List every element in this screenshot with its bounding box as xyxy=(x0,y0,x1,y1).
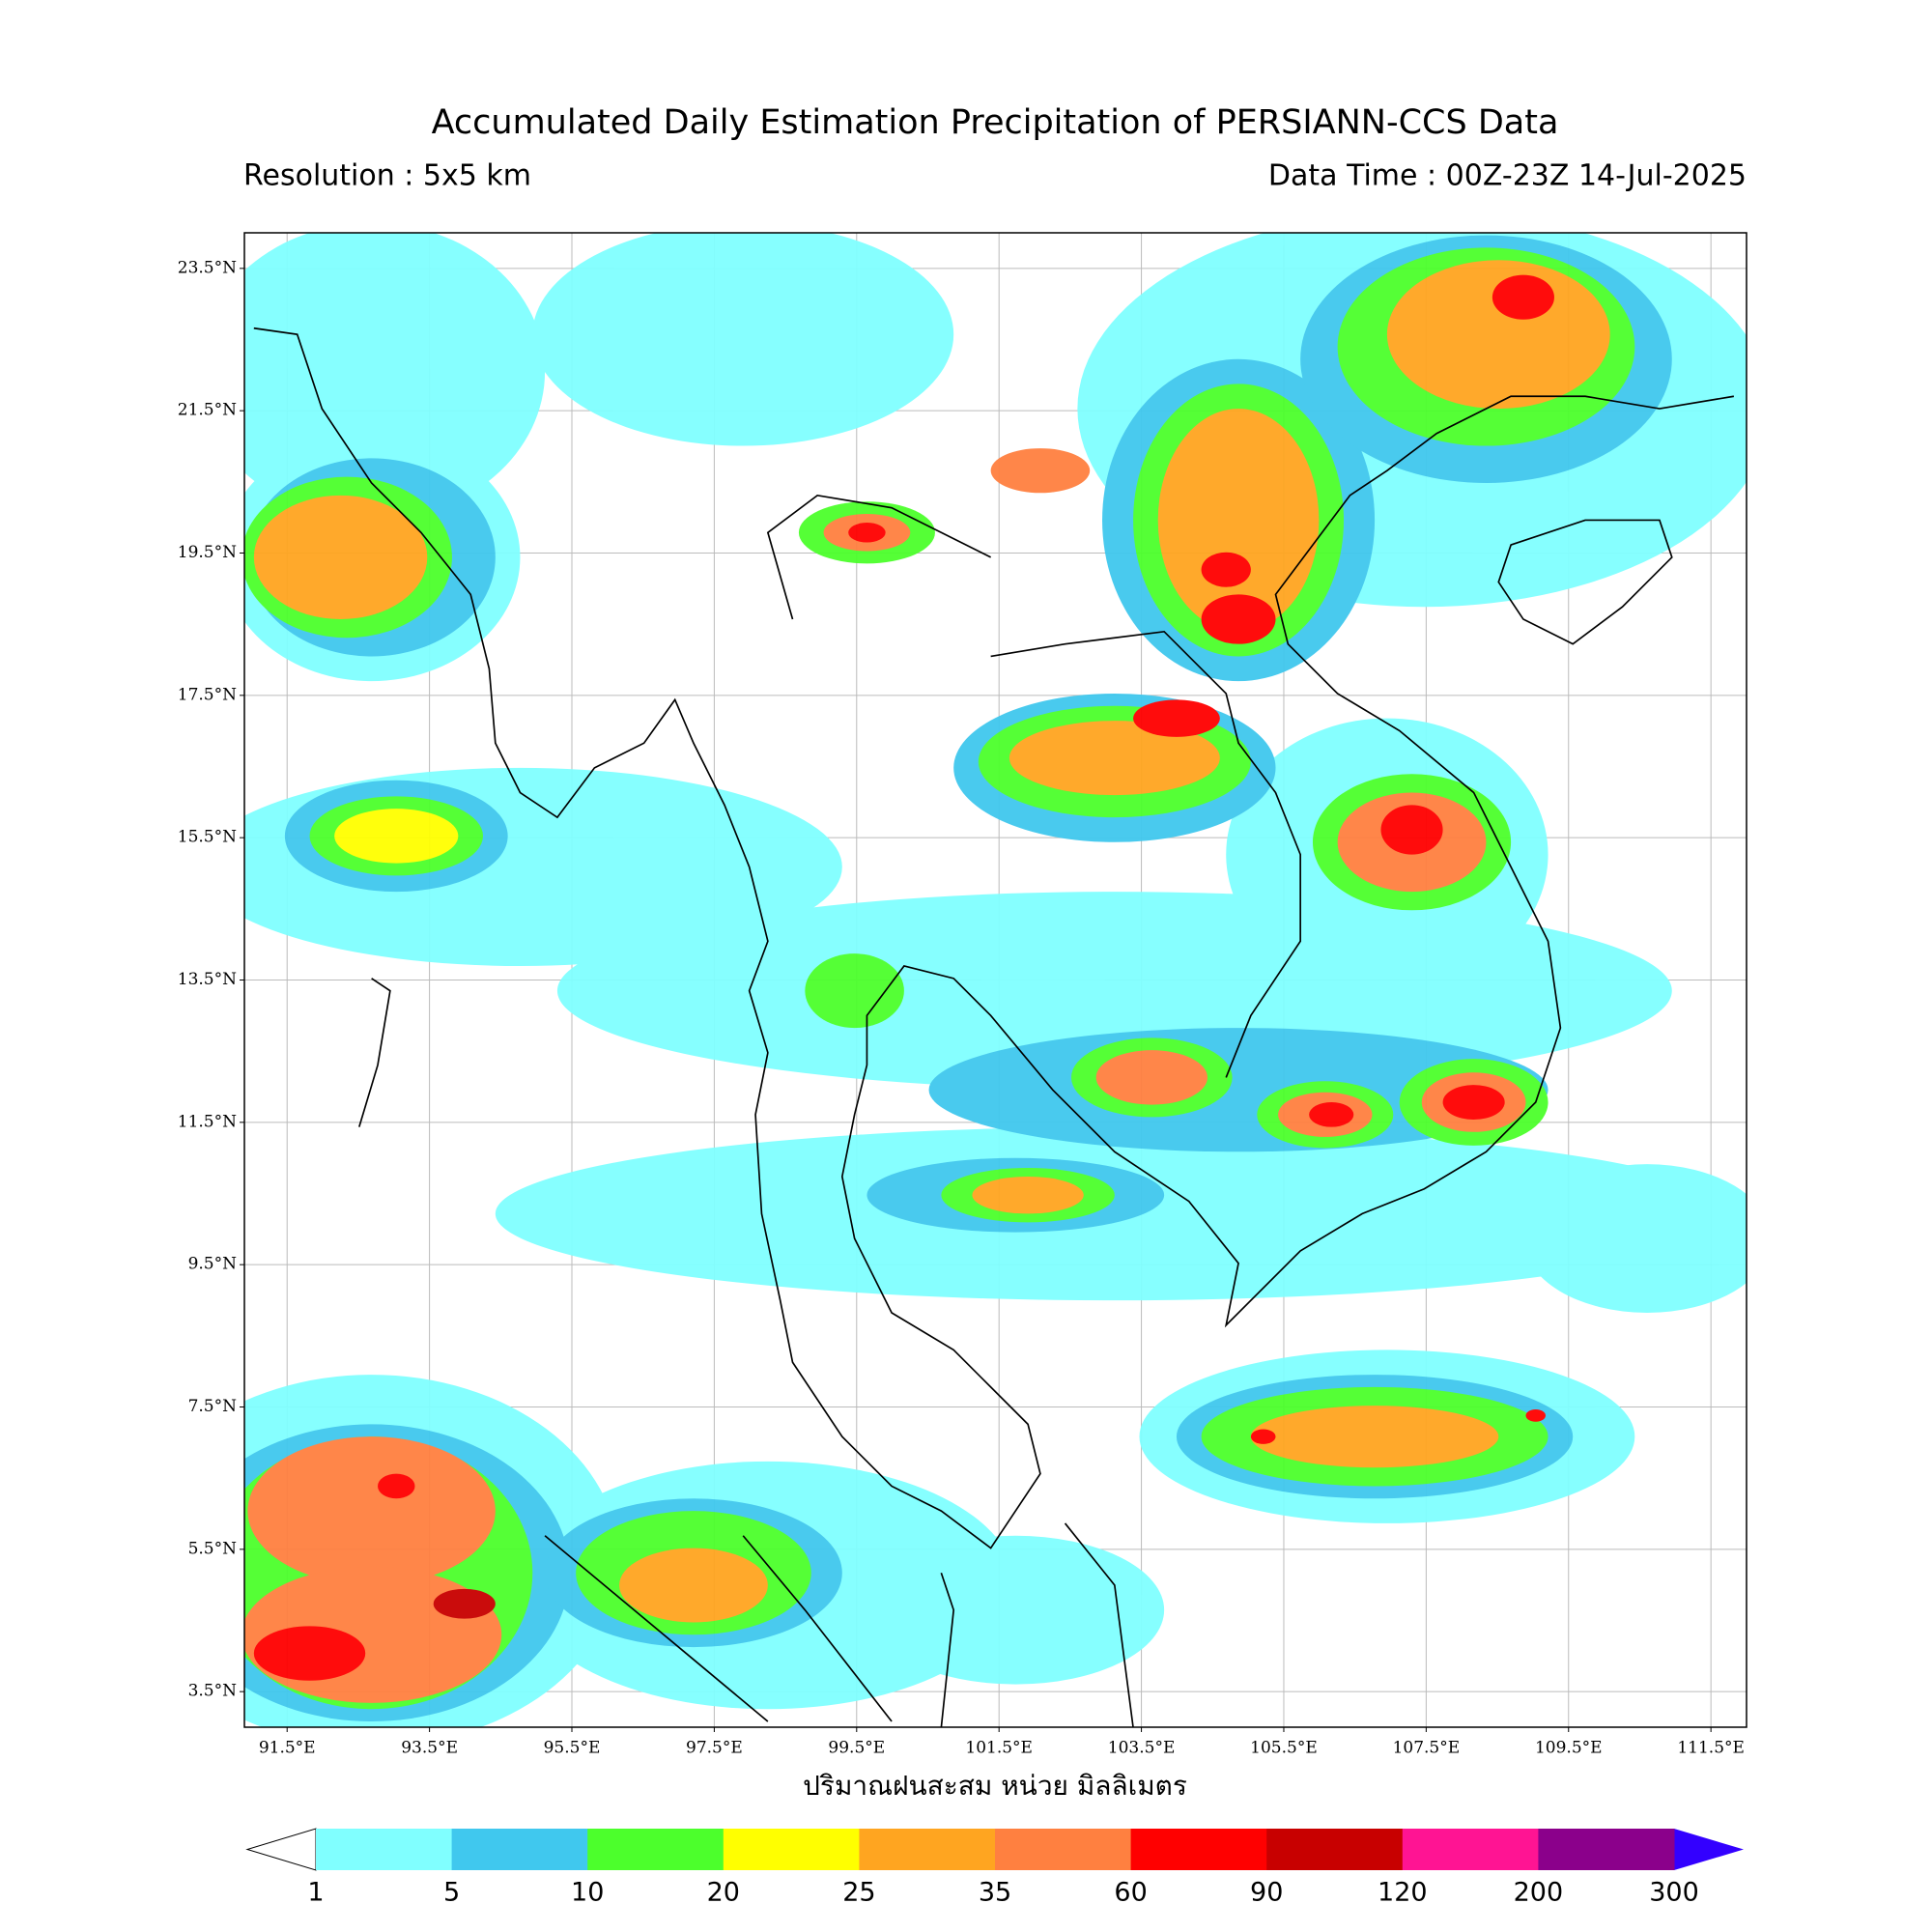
colorbar-segment xyxy=(1130,1829,1267,1870)
x-tick-label: 107.5°E xyxy=(1393,1739,1461,1758)
x-tick-label: 103.5°E xyxy=(1108,1739,1176,1758)
colorbar-label: 1 xyxy=(307,1878,324,1908)
x-tick-label: 99.5°E xyxy=(828,1739,885,1758)
ticks: 23.5°N 21.5°N 19.5°N 17.5°N 15.5°N 13.5°N 11.5… xyxy=(178,258,1745,1757)
colorbar-segment xyxy=(316,1829,453,1870)
x-tick-label: 111.5°E xyxy=(1677,1739,1745,1758)
x-tick-label: 95.5°E xyxy=(544,1739,601,1758)
y-tick-label: 13.5°N xyxy=(178,970,237,989)
colorbar-segment xyxy=(451,1829,588,1870)
colorbar-label: 90 xyxy=(1250,1878,1283,1908)
y-tick-label: 3.5°N xyxy=(188,1682,238,1701)
colorbar-label: 300 xyxy=(1649,1878,1699,1908)
x-tick-label: 105.5°E xyxy=(1250,1739,1318,1758)
colorbar-label: 35 xyxy=(979,1878,1011,1908)
x-tick-label: 101.5°E xyxy=(965,1739,1033,1758)
colorbar-segment xyxy=(723,1829,860,1870)
colorbar-label: 5 xyxy=(443,1878,460,1908)
colorbar-segment xyxy=(1266,1829,1404,1870)
colorbar-label: 10 xyxy=(571,1878,604,1908)
colorbar-segment xyxy=(995,1829,1132,1870)
y-tick-label: 21.5°N xyxy=(178,401,237,420)
y-tick-label: 9.5°N xyxy=(188,1255,238,1274)
data-time: Data Time : 00Z-23Z 14-Jul-2025 xyxy=(1268,159,1747,193)
colorbar-segment xyxy=(587,1829,724,1870)
y-tick-label: 7.5°N xyxy=(188,1397,238,1416)
colorbar-label: 20 xyxy=(707,1878,740,1908)
y-tick-label: 15.5°N xyxy=(178,828,237,847)
y-tick-label: 17.5°N xyxy=(178,685,237,704)
x-tick-label: 97.5°E xyxy=(686,1739,743,1758)
colorbar-label: 200 xyxy=(1514,1878,1564,1908)
colorbar: 1 5 10 20 25 35 60 90 120 200 300 xyxy=(245,1828,1744,1908)
y-tick-label: 23.5°N xyxy=(178,258,237,277)
resolution: Resolution : 5x5 km xyxy=(243,159,531,193)
colorbar-label: 60 xyxy=(1114,1878,1147,1908)
colorbar-segment xyxy=(1538,1829,1675,1870)
x-label: ปริมาณฝนสะสม หน่วย มิลลิเมตร xyxy=(803,1770,1187,1802)
colorbar-label: 25 xyxy=(842,1878,875,1908)
x-tick-label: 91.5°E xyxy=(259,1739,316,1758)
colorbar-segment xyxy=(859,1829,996,1870)
title: Accumulated Daily Estimation Precipitati… xyxy=(432,103,1559,142)
y-tick-label: 11.5°N xyxy=(178,1112,237,1131)
precip-field xyxy=(243,233,1747,1728)
x-tick-label: 109.5°E xyxy=(1535,1739,1603,1758)
y-tick-label: 5.5°N xyxy=(188,1539,238,1558)
coastlines xyxy=(253,327,1735,1728)
colorbar-segment xyxy=(1402,1829,1539,1870)
y-tick-label: 19.5°N xyxy=(178,543,237,562)
colorbar-over xyxy=(1674,1829,1744,1870)
colorbar-under xyxy=(245,1828,317,1871)
x-tick-label: 93.5°E xyxy=(401,1739,458,1758)
colorbar-label: 120 xyxy=(1378,1878,1428,1908)
